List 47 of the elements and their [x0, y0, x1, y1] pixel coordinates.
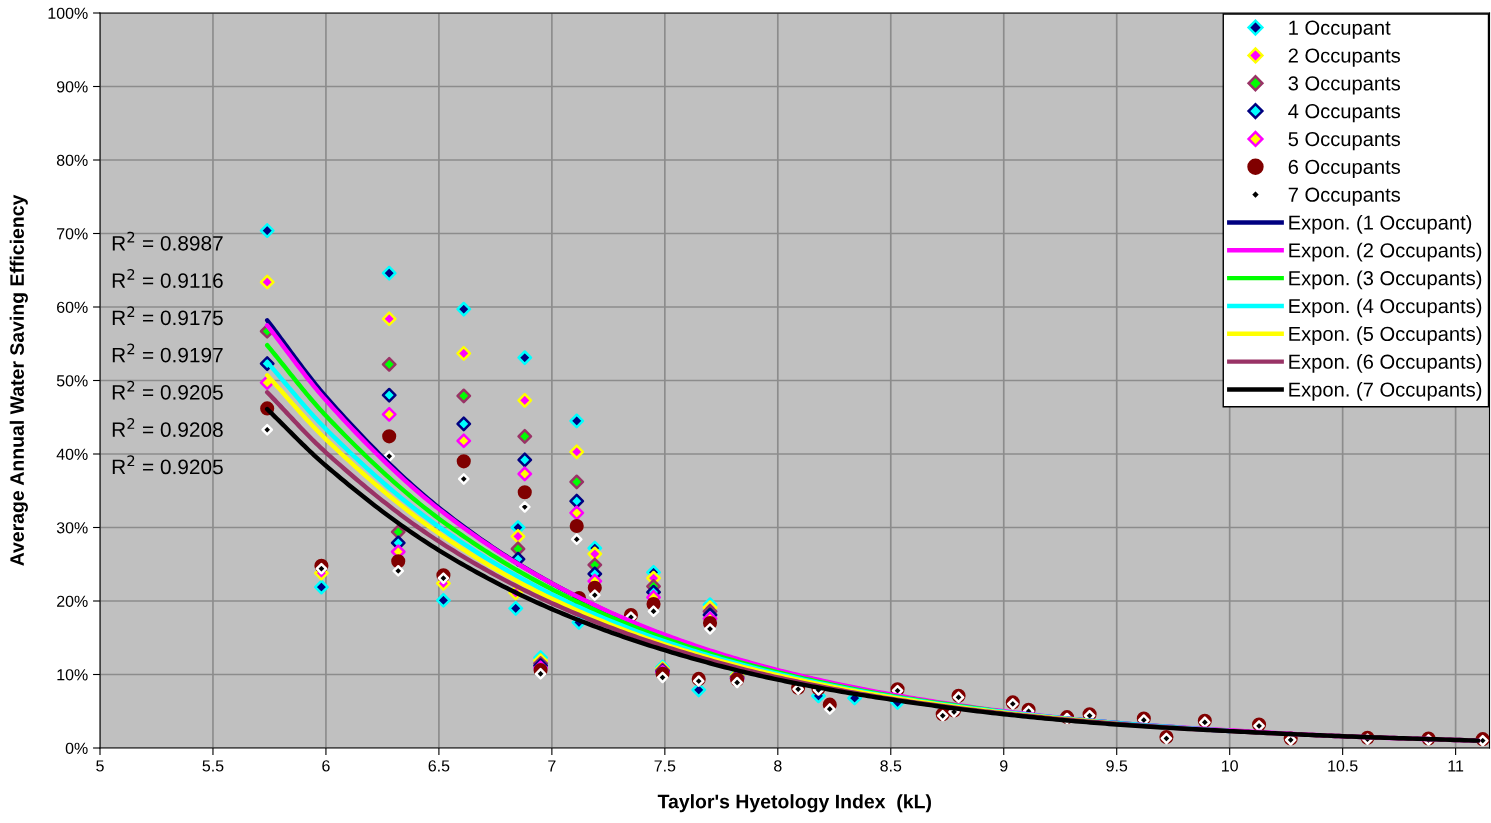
x-tick-label: 6.5	[428, 760, 450, 772]
legend-label: 1 Occupant	[1289, 20, 1391, 39]
annotation: R$^{2}$ = 0.9116	[112, 268, 223, 288]
legend-label: Expon. (4 Occupants)	[1289, 298, 1482, 318]
y-tick-label: 0%	[65, 742, 88, 754]
legend-label: Expon. (3 Occupants)	[1289, 270, 1482, 290]
y-tick-label: 100%	[48, 7, 88, 19]
legend-label: Expon. (2 Occupants)	[1289, 242, 1482, 262]
x-tick-label: 9	[1000, 760, 1008, 772]
legend-label: 5 Occupants	[1288, 131, 1401, 151]
y-tick-label: 30%	[56, 522, 88, 534]
y-tick-label: 60%	[57, 301, 88, 313]
y-tick-label: 20%	[57, 595, 88, 607]
annotation: R$^{2}$ = 0.9205	[112, 380, 223, 400]
x-tick-label: 6	[322, 760, 330, 772]
x-tick-label: 7	[548, 760, 556, 772]
x-axis-title: Taylor's Hyetology Index (kL)	[657, 794, 931, 813]
y-tick-label: 40%	[56, 448, 88, 460]
x-tick-label: 8	[774, 760, 782, 772]
y-tick-label: 10%	[57, 669, 88, 681]
legend-label: 6 Occupants	[1288, 159, 1401, 178]
x-tick-label: 11	[1448, 760, 1464, 772]
annotation: R$^{2}$ = 0.9208	[112, 418, 223, 438]
legend-label: Expon. (5 Occupants)	[1289, 326, 1482, 346]
y-tick-label: 80%	[56, 154, 88, 166]
legend-label: 7 Occupants	[1288, 187, 1401, 206]
x-tick-label: 7.5	[654, 760, 676, 772]
x-tick-label: 9.5	[1106, 760, 1128, 772]
legend-label: Expon. (7 Occupants)	[1289, 381, 1482, 401]
annotation: R$^{2}$ = 0.9205	[112, 455, 223, 475]
x-tick-label: 5.5	[202, 760, 224, 772]
x-tick-label: 10	[1222, 760, 1238, 772]
legend-label: Expon. (6 Occupants)	[1289, 354, 1482, 373]
annotation: R$^{2}$ = 0.9197	[112, 343, 223, 363]
y-tick-label: 90%	[56, 81, 88, 93]
x-tick-label: 8.5	[880, 760, 902, 772]
legend-label: 4 Occupants	[1288, 104, 1401, 123]
legend-label: 2 Occupants	[1288, 48, 1401, 67]
legend-label: 3 Occupants	[1288, 76, 1401, 95]
x-tick-label: 10.5	[1328, 760, 1358, 772]
y-axis-title: Average Annual Water Saving Efficiency	[9, 194, 28, 566]
x-tick-label: 5	[96, 760, 104, 772]
y-tick-label: 70%	[57, 228, 88, 240]
y-tick-label: 50%	[56, 375, 88, 387]
annotation: R$^{2}$ = 0.9175	[112, 306, 223, 326]
annotation: R$^{2}$ = 0.8987	[112, 231, 223, 251]
legend-label: Expon. (1 Occupant)	[1289, 214, 1472, 234]
